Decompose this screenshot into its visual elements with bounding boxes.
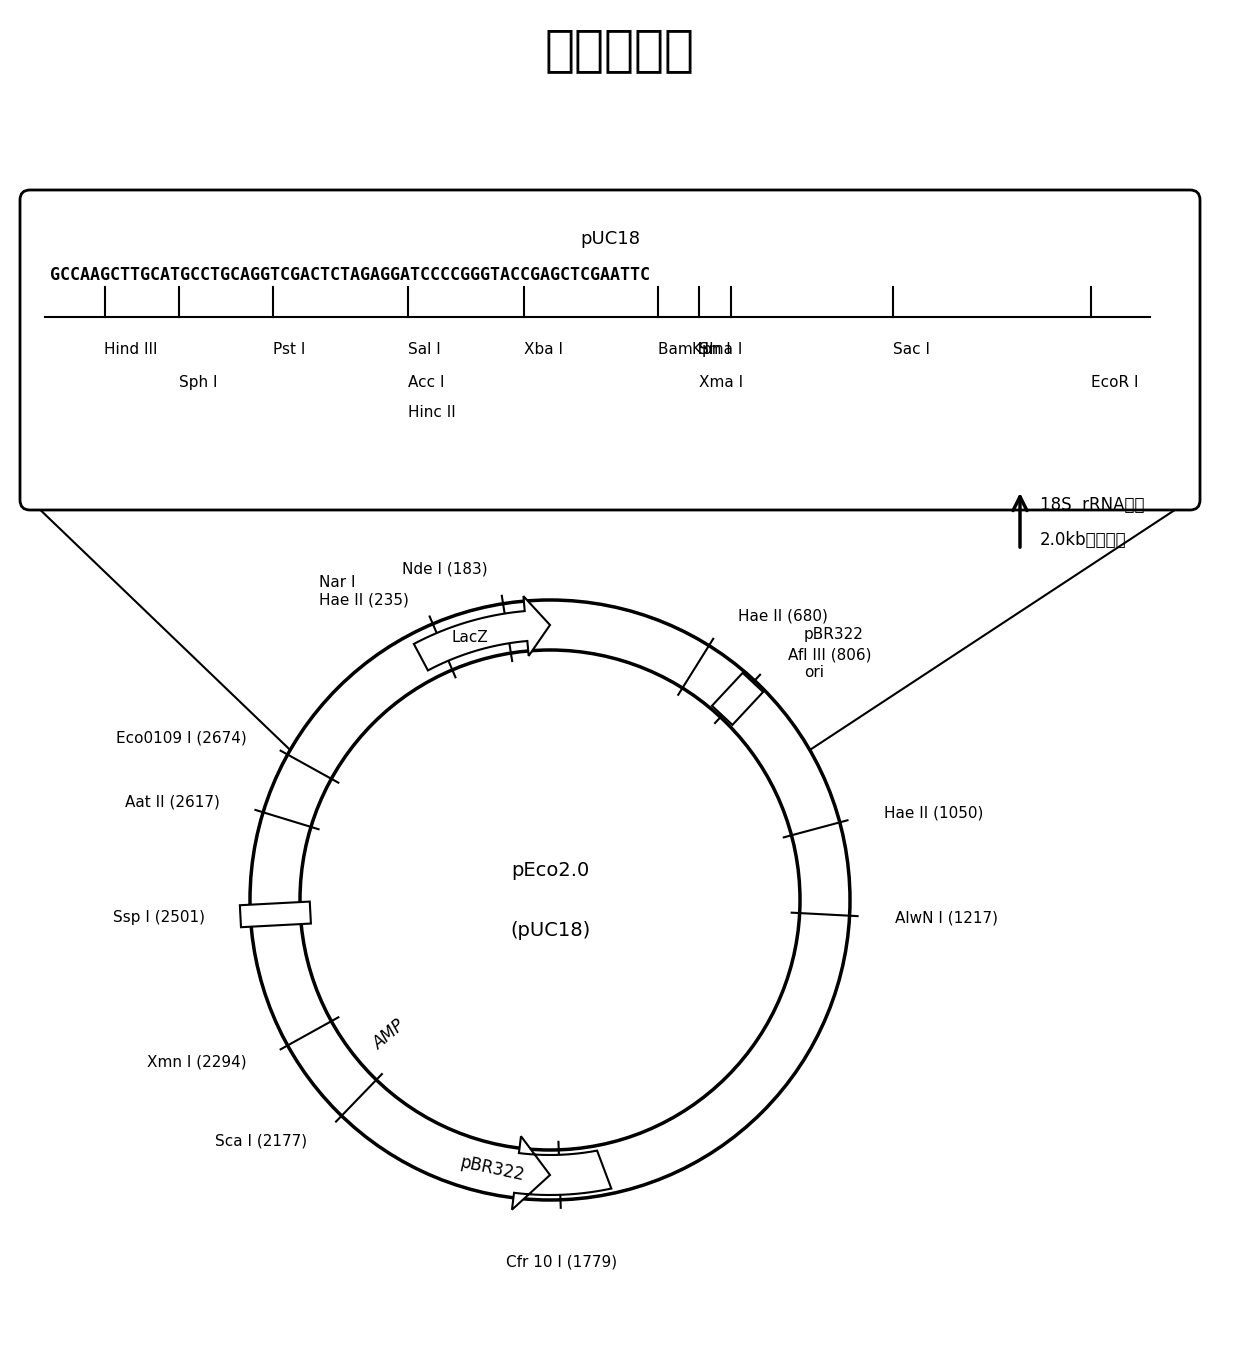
Polygon shape [239, 902, 311, 927]
Text: Ssp I (2501): Ssp I (2501) [113, 910, 206, 925]
Text: EcoR I: EcoR I [1091, 375, 1138, 390]
Text: Hinc II: Hinc II [408, 405, 455, 420]
FancyBboxPatch shape [20, 190, 1200, 510]
Text: Xmn I (2294): Xmn I (2294) [148, 1054, 247, 1071]
Text: pEco2.0: pEco2.0 [511, 860, 589, 879]
Polygon shape [414, 597, 551, 671]
Text: Nde I (183): Nde I (183) [402, 562, 487, 576]
Text: Afl III (806): Afl III (806) [789, 648, 872, 663]
Text: Acc I: Acc I [408, 375, 444, 390]
Text: AMP: AMP [370, 1017, 409, 1053]
Text: (pUC18): (pUC18) [510, 921, 590, 940]
Text: Hae II (1050): Hae II (1050) [884, 806, 983, 821]
Text: pBR322: pBR322 [459, 1153, 527, 1184]
Text: 2.0kb插入片段: 2.0kb插入片段 [1040, 531, 1127, 549]
Text: Xba I: Xba I [525, 342, 563, 356]
Polygon shape [712, 672, 763, 725]
Text: Xma I: Xma I [698, 375, 743, 390]
Text: Aat II (2617): Aat II (2617) [125, 795, 219, 810]
Text: LacZ: LacZ [451, 629, 489, 644]
Text: pUC18: pUC18 [580, 230, 640, 248]
Text: Nar I
Hae II (235): Nar I Hae II (235) [319, 575, 409, 608]
Text: Eco0109 I (2674): Eco0109 I (2674) [117, 730, 247, 745]
Text: Hind III: Hind III [104, 342, 157, 356]
Text: Sph I: Sph I [179, 375, 217, 390]
Text: Pst I: Pst I [274, 342, 306, 356]
Text: Kpn I: Kpn I [692, 342, 732, 356]
Text: Bam HI: Bam HI [658, 342, 714, 356]
Text: 多克隆位点: 多克隆位点 [546, 26, 694, 74]
Text: AlwN I (1217): AlwN I (1217) [894, 910, 997, 925]
Text: Sca I (2177): Sca I (2177) [216, 1134, 308, 1149]
Text: Hae II (680): Hae II (680) [738, 609, 827, 624]
Polygon shape [512, 1137, 611, 1210]
Text: 18S  rRNA探针: 18S rRNA探针 [1040, 495, 1145, 514]
Text: GCCAAGCTTGCATGCCTGCAGGTCGACTCTAGAGGATCCCCGGGTACCGAGCTCGAATTC: GCCAAGCTTGCATGCCTGCAGGTCGACTCTAGAGGATCCC… [50, 266, 650, 283]
Text: ori: ori [804, 664, 823, 679]
Text: pBR322: pBR322 [804, 626, 863, 641]
Text: Cfr 10 I (1779): Cfr 10 I (1779) [506, 1254, 618, 1270]
Text: Sac I: Sac I [893, 342, 930, 356]
Text: Sal I: Sal I [408, 342, 440, 356]
Text: Sma I: Sma I [698, 342, 742, 356]
